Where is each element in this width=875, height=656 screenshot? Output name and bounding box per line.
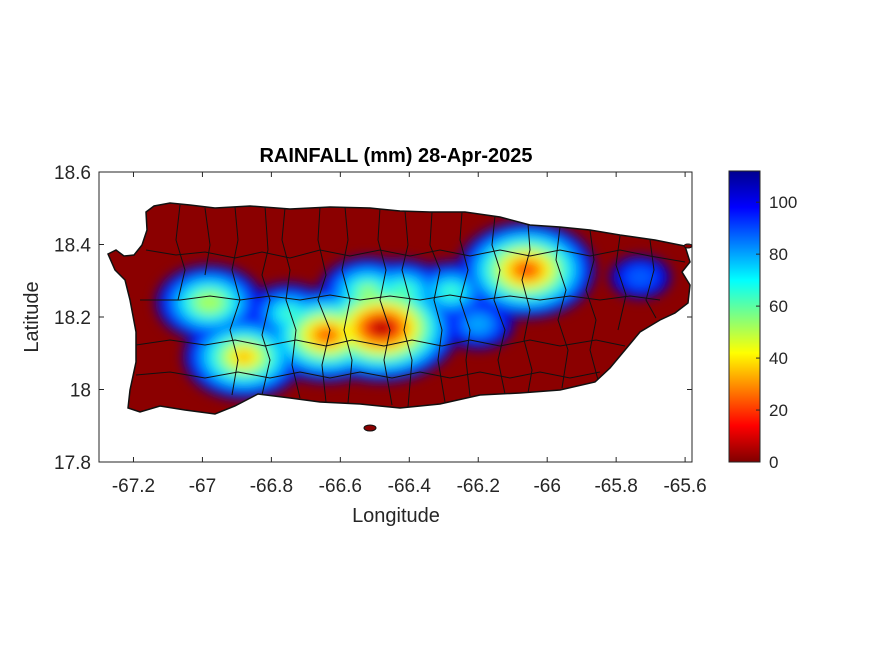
x-tick-label: -66 [533,476,560,497]
x-tick-label: -66.6 [319,476,362,497]
municipality-boundaries [135,204,686,408]
x-tick-label: -65.8 [594,476,637,497]
x-axis-label: Longitude [352,505,440,527]
x-tick-label: -66.2 [457,476,500,497]
colorbar-tick-label: 100 [769,193,797,212]
y-tick-label: 18.2 [54,308,91,329]
colorbar-tick-label: 80 [769,245,788,264]
x-tick-label: -66.8 [250,476,293,497]
y-axis-label: Latitude [21,281,43,352]
x-tick-label: -67 [189,476,216,497]
x-tick-label: -65.6 [663,476,706,497]
y-axis-ticks: 17.8 18 18.2 18.4 18.6 [54,163,692,474]
colorbar-tick-label: 0 [769,453,778,472]
y-tick-label: 18.6 [54,163,91,184]
colorbar-tick-label: 40 [769,349,788,368]
rainfall-contour [515,261,538,278]
colorbar-tick-label: 20 [769,401,788,420]
rainfall-contour [280,307,297,319]
rainfall-contour [464,314,492,334]
y-tick-label: 18.4 [54,236,91,257]
x-tick-label: -67.2 [112,476,155,497]
rainfall-contour [317,328,336,342]
caja-de-muertos-island [363,424,377,432]
colorbar-tick-label: 60 [769,297,788,316]
rainfall-contour [195,292,224,313]
colorbar-ticks: 0 20 40 60 80 100 [756,193,797,472]
y-tick-label: 18 [70,381,91,402]
rainfall-contour [373,322,390,334]
y-tick-label: 17.8 [54,453,91,474]
rainfall-contour [626,267,655,287]
rainfall-contour [442,286,459,298]
chart-title: RAINFALL (mm) 28-Apr-2025 [259,145,532,167]
x-axis-ticks: -67.2 -67 -66.8 -66.6 -66.4 -66.2 -66 -65.8 -65.… [112,172,707,497]
rainfall-contour [235,351,252,363]
x-tick-label: -66.4 [388,476,432,497]
rainfall-contour [359,286,376,298]
colorbar [728,170,761,463]
